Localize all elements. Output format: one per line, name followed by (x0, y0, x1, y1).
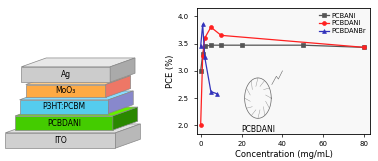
PCBDANI (198, 124, 203, 126)
Polygon shape (26, 76, 130, 85)
PCBANI (209, 44, 213, 46)
Line: PCBDANI: PCBDANI (199, 25, 366, 127)
PCBDANBr (215, 93, 219, 95)
Polygon shape (106, 76, 130, 97)
PCBANI (362, 46, 367, 48)
PCBDANI (203, 37, 207, 39)
Polygon shape (5, 133, 116, 148)
Polygon shape (26, 85, 106, 97)
Text: Ag: Ag (61, 70, 71, 79)
PCBDANI (200, 55, 205, 57)
PCBANI (203, 45, 207, 47)
Polygon shape (15, 107, 138, 116)
PCBANI (200, 53, 205, 55)
Polygon shape (15, 116, 113, 130)
Polygon shape (21, 58, 135, 67)
PCBANI (301, 44, 305, 46)
PCBDANBr (203, 56, 207, 58)
Polygon shape (108, 91, 133, 114)
PCBDANI (209, 26, 213, 28)
PCBANI (219, 44, 223, 46)
PCBDANI (362, 46, 367, 48)
PCBDANBr (209, 91, 213, 93)
PCBDANI (219, 34, 223, 36)
Y-axis label: PCE (%): PCE (%) (166, 54, 175, 88)
PCBANI (198, 70, 203, 72)
Text: PCBDANI: PCBDANI (241, 125, 275, 134)
Text: ITO: ITO (54, 136, 67, 145)
Polygon shape (20, 100, 108, 114)
Polygon shape (21, 67, 110, 82)
Line: PCBANI: PCBANI (199, 43, 366, 73)
Polygon shape (116, 124, 140, 148)
X-axis label: Concentration (mg/mL): Concentration (mg/mL) (235, 150, 332, 159)
Polygon shape (5, 124, 140, 133)
Polygon shape (20, 91, 133, 100)
Text: MoO₃: MoO₃ (56, 86, 76, 95)
Polygon shape (110, 58, 135, 82)
Line: PCBDANBr: PCBDANBr (199, 23, 219, 96)
Polygon shape (113, 107, 138, 130)
Text: PCBDANI: PCBDANI (47, 118, 81, 128)
Legend: PCBANI, PCBDANI, PCBDANBr: PCBANI, PCBDANI, PCBDANBr (318, 11, 367, 35)
PCBANI (239, 44, 244, 46)
PCBDANBr (198, 45, 203, 47)
PCBDANBr (200, 24, 205, 25)
Text: P3HT:PCBM: P3HT:PCBM (42, 102, 85, 111)
